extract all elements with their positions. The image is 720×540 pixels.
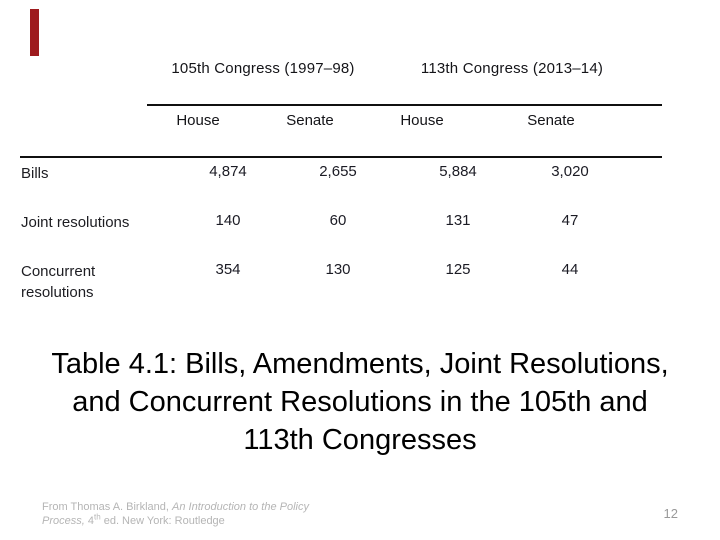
column-header-house-113: House xyxy=(400,112,444,129)
row-label-concurrent-resolutions: Concurrent resolutions xyxy=(21,263,96,301)
citation-line-2: Process, 4th ed. New York: Routledge xyxy=(42,512,225,527)
citation-line-1: From Thomas A. Birkland, An Introduction… xyxy=(42,501,309,513)
row-label-joint-resolutions: Joint resolutions xyxy=(21,214,130,231)
slide-page-number: 12 xyxy=(663,506,678,521)
column-header-senate-113: Senate xyxy=(527,112,575,129)
cell-joint-house-113: 131 xyxy=(445,212,471,229)
group-header-113th-congress: 113th Congress (2013–14) xyxy=(420,60,604,77)
cell-joint-senate-113: 47 xyxy=(561,212,579,229)
column-header-house-105: House xyxy=(176,112,220,129)
cell-bills-senate-113: 3,020 xyxy=(551,163,589,180)
table-caption: Table 4.1: Bills, Amendments, Joint Reso… xyxy=(30,345,690,459)
table-rule-under-group-headers xyxy=(147,104,662,106)
cell-concurrent-house-113: 125 xyxy=(445,261,471,278)
congress-table: 105th Congress (1997–98) 113th Congress … xyxy=(20,60,662,301)
column-header-senate-105: Senate xyxy=(286,112,334,129)
slide-accent-bar xyxy=(30,9,39,56)
cell-bills-house-105: 4,874 xyxy=(209,163,247,180)
group-header-105th-congress: 105th Congress (1997–98) xyxy=(171,60,355,77)
row-label-bills: Bills xyxy=(21,165,49,182)
caption-line-2: and Concurrent Resolutions in the 105th … xyxy=(72,386,648,418)
cell-joint-house-105: 140 xyxy=(215,212,241,229)
cell-bills-house-113: 5,884 xyxy=(439,163,477,180)
caption-line-1: Table 4.1: Bills, Amendments, Joint Reso… xyxy=(51,348,669,380)
table-rule-under-column-headers xyxy=(20,156,662,158)
source-citation: From Thomas A. Birkland, An Introduction… xyxy=(42,500,382,528)
cell-concurrent-senate-105: 130 xyxy=(325,261,351,278)
caption-line-3: 113th Congresses xyxy=(243,424,477,456)
cell-bills-senate-105: 2,655 xyxy=(319,163,357,180)
cell-concurrent-senate-113: 44 xyxy=(561,261,579,278)
cell-concurrent-house-105: 354 xyxy=(215,261,241,278)
cell-joint-senate-105: 60 xyxy=(329,212,347,229)
